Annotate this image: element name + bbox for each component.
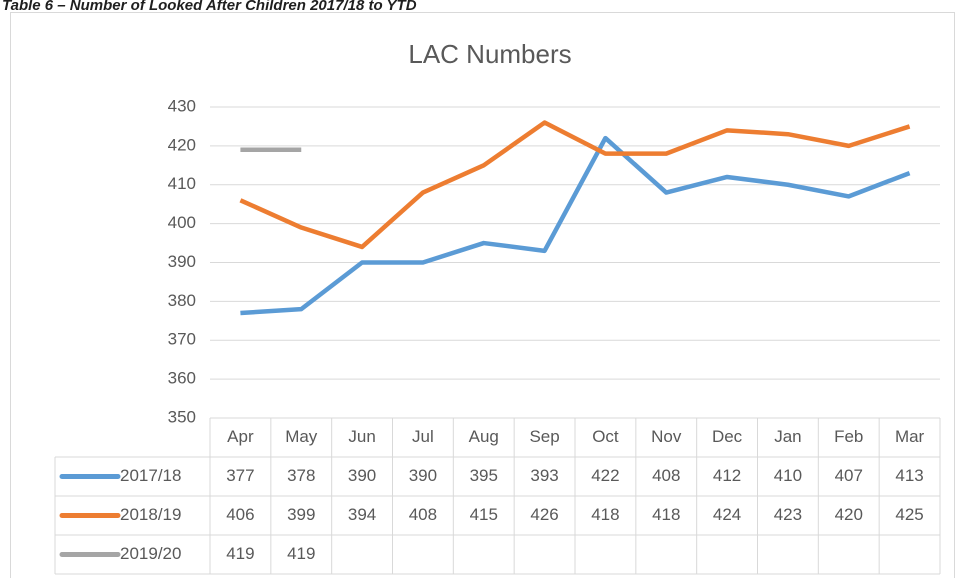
x-tick-label: Apr — [227, 427, 254, 446]
table-value: 426 — [530, 505, 558, 524]
x-tick-label: Jun — [348, 427, 375, 446]
table-value: 395 — [470, 466, 498, 485]
table-value: 410 — [774, 466, 802, 485]
table-value: 394 — [348, 505, 376, 524]
table-value: 390 — [409, 466, 437, 485]
x-tick-label: May — [285, 427, 318, 446]
y-tick-label: 420 — [168, 135, 196, 154]
y-tick-label: 370 — [168, 330, 196, 349]
table-value: 393 — [530, 466, 558, 485]
table-value: 412 — [713, 466, 741, 485]
table-value: 418 — [652, 505, 680, 524]
x-tick-label: Aug — [469, 427, 499, 446]
legend-label: 2018/19 — [120, 505, 181, 524]
series-line — [239, 120, 911, 250]
table-value: 424 — [713, 505, 741, 524]
table-value: 407 — [835, 466, 863, 485]
table-value: 413 — [895, 466, 923, 485]
x-tick-label: Nov — [651, 427, 682, 446]
chart-title: LAC Numbers — [408, 39, 571, 69]
y-tick-label: 350 — [168, 407, 196, 426]
x-tick-label: Sep — [529, 427, 559, 446]
table-value: 425 — [895, 505, 923, 524]
table-value: 415 — [470, 505, 498, 524]
x-tick-label: Dec — [712, 427, 743, 446]
caption: Table 6 – Number of Looked After Childre… — [2, 0, 417, 14]
table-value: 420 — [835, 505, 863, 524]
chart-frame — [10, 12, 955, 578]
x-tick-label: Feb — [834, 427, 863, 446]
y-tick-label: 410 — [168, 174, 196, 193]
x-tick-label: Oct — [592, 427, 619, 446]
table-value: 422 — [591, 466, 619, 485]
y-tick-label: 390 — [168, 252, 196, 271]
table-value: 399 — [287, 505, 315, 524]
y-tick-label: 400 — [168, 213, 196, 232]
y-tick-label: 380 — [168, 291, 196, 310]
x-tick-label: Jan — [774, 427, 801, 446]
table-value: 390 — [348, 466, 376, 485]
x-tick-label: Jul — [412, 427, 434, 446]
table-value: 408 — [652, 466, 680, 485]
table-value: 378 — [287, 466, 315, 485]
table-value: 419 — [226, 544, 254, 563]
table-value: 408 — [409, 505, 437, 524]
series-line — [240, 135, 911, 316]
x-tick-label: Mar — [895, 427, 925, 446]
y-tick-label: 430 — [168, 96, 196, 115]
table-value: 419 — [287, 544, 315, 563]
legend-label: 2019/20 — [120, 544, 181, 563]
table-value: 423 — [774, 505, 802, 524]
legend-label: 2017/18 — [120, 466, 181, 485]
table-value: 406 — [226, 505, 254, 524]
y-tick-label: 360 — [168, 369, 196, 388]
table-value: 418 — [591, 505, 619, 524]
table-value: 377 — [226, 466, 254, 485]
